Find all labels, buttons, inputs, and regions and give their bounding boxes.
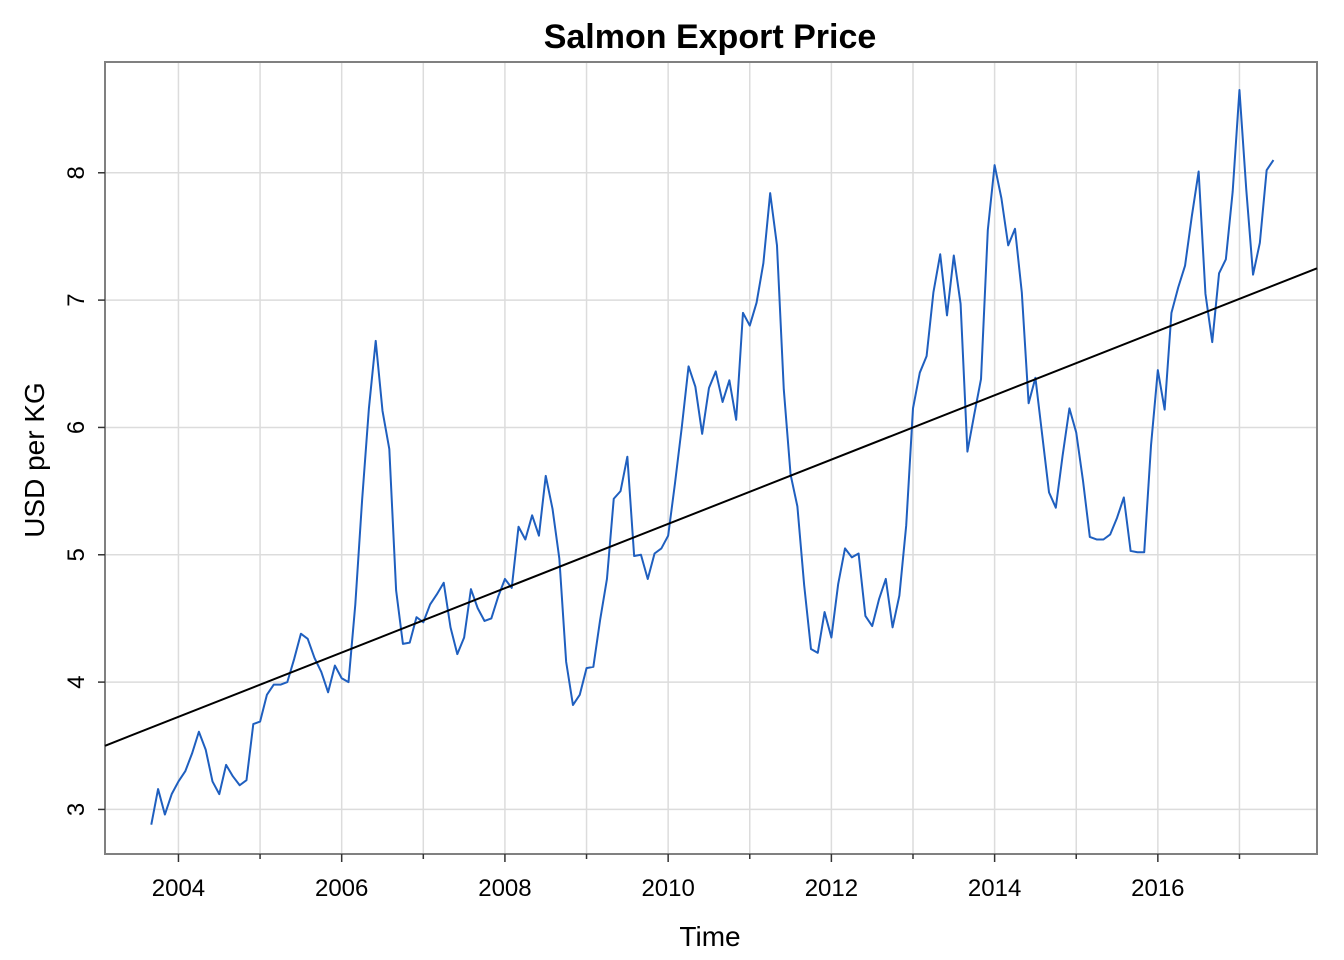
x-tick-label: 2004 (152, 875, 205, 902)
x-tick-label: 2016 (1131, 875, 1184, 902)
grid (105, 62, 1317, 854)
y-tick-label: 5 (63, 548, 90, 561)
y-tick-label: 7 (63, 293, 90, 306)
y-axis: 3 4 5 6 7 8 (63, 166, 105, 816)
price-series-line (150, 89, 1275, 825)
x-tick-label: 2014 (968, 875, 1021, 902)
y-tick-label: 8 (63, 166, 90, 179)
y-tick-label: 4 (63, 675, 90, 688)
y-tick-label: 6 (63, 421, 90, 434)
x-axis-label: Time (679, 921, 740, 952)
trend-line (104, 267, 1318, 747)
x-tick-label: 2008 (478, 875, 531, 902)
plot-border (104, 61, 1318, 855)
series-group (104, 89, 1318, 825)
x-tick-label: 2010 (641, 875, 694, 902)
x-axis: 2004 2006 2008 2010 2012 2014 2016 (152, 854, 1241, 902)
y-tick-label: 3 (63, 803, 90, 816)
chart-title: Salmon Export Price (544, 18, 877, 56)
y-axis-label: USD per KG (19, 382, 50, 538)
x-tick-label: 2006 (315, 875, 368, 902)
x-tick-label: 2012 (805, 875, 858, 902)
